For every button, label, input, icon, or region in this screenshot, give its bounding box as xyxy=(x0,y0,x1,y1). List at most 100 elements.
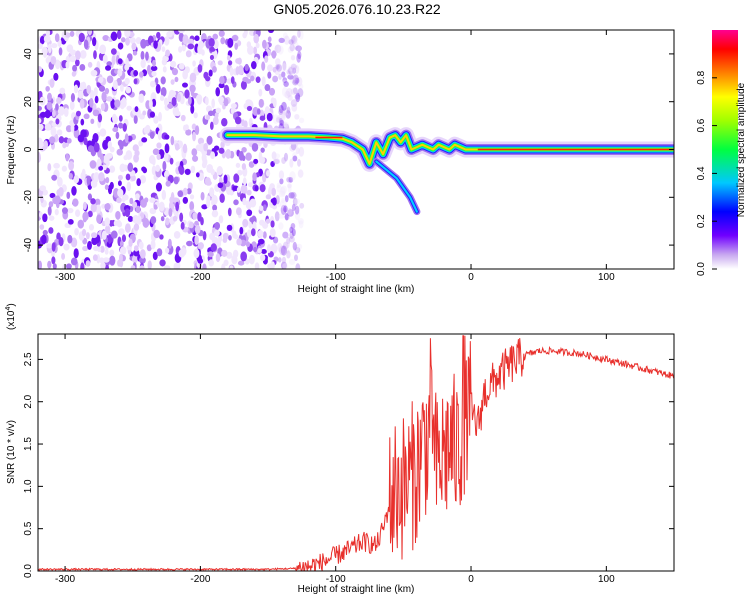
noise-speck xyxy=(136,215,142,225)
noise-speck xyxy=(93,172,100,182)
noise-speck xyxy=(209,187,215,197)
noise-speck xyxy=(123,155,128,161)
noise-speck xyxy=(48,227,54,234)
noise-speck xyxy=(189,201,195,211)
noise-speck xyxy=(100,103,105,112)
noise-speck xyxy=(58,136,65,144)
noise-speck xyxy=(153,115,159,124)
noise-speck xyxy=(69,30,75,37)
noise-speck xyxy=(193,112,198,119)
noise-speck xyxy=(281,63,287,73)
noise-speck xyxy=(46,243,53,249)
noise-speck xyxy=(187,43,195,50)
noise-speck xyxy=(162,55,169,63)
noise-speck xyxy=(253,158,259,164)
noise-speck xyxy=(74,50,81,61)
noise-speck xyxy=(278,73,282,80)
noise-speck xyxy=(221,249,228,257)
noise-speck xyxy=(71,71,77,77)
noise-speck xyxy=(55,59,61,70)
noise-speck xyxy=(200,191,205,201)
noise-speck xyxy=(45,56,51,64)
noise-speck xyxy=(294,205,300,215)
noise-speck xyxy=(87,30,93,36)
noise-speck xyxy=(59,87,66,95)
noise-speck xyxy=(287,46,294,53)
noise-speck xyxy=(138,140,144,147)
noise-speck xyxy=(174,76,179,83)
noise-speck xyxy=(217,182,224,189)
snr-y-tick-label: 0.0 xyxy=(23,564,34,578)
noise-speck xyxy=(63,107,69,117)
noise-speck xyxy=(160,86,167,97)
noise-speck xyxy=(116,148,123,156)
noise-speck xyxy=(39,224,45,230)
noise-speck xyxy=(157,130,162,141)
noise-speck xyxy=(192,60,196,67)
noise-speck xyxy=(152,59,156,67)
noise-speck xyxy=(239,226,244,235)
noise-speck xyxy=(109,249,115,256)
noise-speck xyxy=(67,234,73,244)
noise-speck xyxy=(219,76,225,85)
noise-speck xyxy=(139,256,146,264)
noise-speck xyxy=(291,103,298,112)
noise-speck xyxy=(119,246,127,255)
noise-speck xyxy=(38,211,43,218)
noise-speck xyxy=(110,48,117,55)
noise-speck xyxy=(184,124,189,131)
noise-speck xyxy=(281,71,286,78)
noise-speck xyxy=(292,241,297,251)
noise-speck xyxy=(255,42,260,49)
noise-speck xyxy=(56,129,63,136)
noise-speck xyxy=(214,229,220,237)
noise-speck xyxy=(153,204,158,210)
noise-speck xyxy=(276,64,283,72)
noise-speck xyxy=(70,237,78,248)
noise-speck xyxy=(226,251,233,259)
noise-speck xyxy=(86,84,92,95)
noise-speck xyxy=(169,157,174,165)
noise-speck xyxy=(75,59,80,67)
noise-speck xyxy=(278,213,285,219)
noise-speck xyxy=(221,263,226,269)
noise-speck xyxy=(43,140,49,150)
noise-speck xyxy=(240,184,248,194)
noise-speck xyxy=(70,93,76,103)
noise-speck xyxy=(121,96,127,106)
noise-speck xyxy=(98,172,105,182)
noise-speck xyxy=(223,97,229,107)
noise-speck xyxy=(104,184,109,190)
noise-speck xyxy=(110,31,118,41)
noise-speck xyxy=(42,213,48,223)
noise-speck xyxy=(297,169,304,178)
noise-speck xyxy=(68,172,73,180)
noise-speck xyxy=(164,247,170,254)
noise-speck xyxy=(295,147,300,155)
noise-speck xyxy=(271,151,277,160)
noise-speck xyxy=(282,77,288,84)
noise-speck xyxy=(182,69,188,80)
noise-speck xyxy=(178,30,185,34)
noise-speck xyxy=(53,72,59,81)
noise-speck xyxy=(180,114,186,122)
noise-speck xyxy=(102,54,108,64)
spectrogram-x-tick-label: -300 xyxy=(55,272,75,283)
noise-speck xyxy=(120,37,126,43)
noise-speck xyxy=(38,139,44,149)
noise-speck xyxy=(126,105,132,111)
noise-speck xyxy=(97,113,103,123)
noise-speck xyxy=(274,69,280,76)
noise-speck xyxy=(75,110,81,117)
noise-speck xyxy=(192,131,196,142)
noise-speck xyxy=(284,214,290,221)
noise-speck xyxy=(288,176,294,183)
noise-speck xyxy=(275,64,280,70)
noise-speck xyxy=(125,37,130,46)
noise-speck xyxy=(262,39,267,49)
noise-speck xyxy=(287,184,292,194)
noise-speck xyxy=(107,233,112,244)
noise-speck xyxy=(104,217,111,227)
noise-speck xyxy=(45,85,50,92)
noise-speck xyxy=(280,261,287,269)
